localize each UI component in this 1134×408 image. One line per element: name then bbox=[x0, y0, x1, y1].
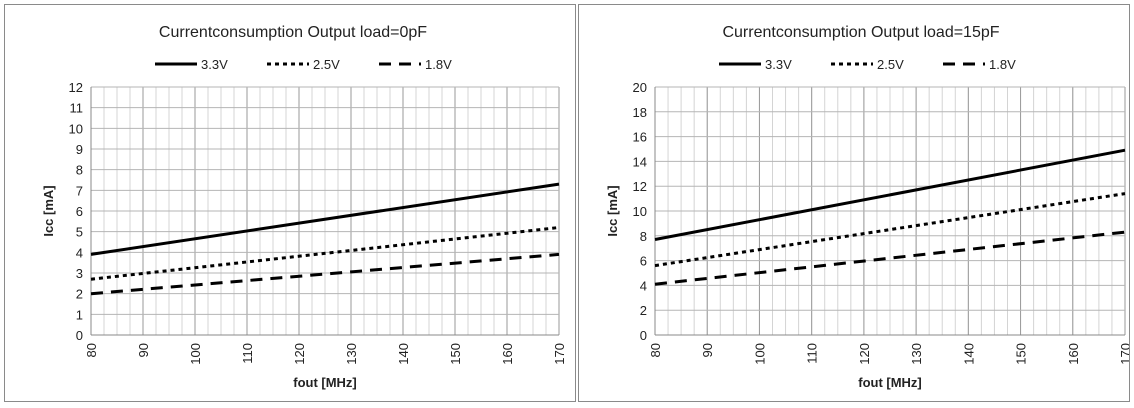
x-tick-label: 140 bbox=[396, 343, 411, 365]
y-tick-label: 12 bbox=[633, 179, 647, 194]
y-tick-label: 4 bbox=[76, 245, 83, 260]
x-tick-label: 80 bbox=[84, 343, 99, 357]
y-tick-label: 18 bbox=[633, 105, 647, 120]
x-tick-label: 100 bbox=[752, 343, 767, 365]
y-tick-label: 2 bbox=[76, 287, 83, 302]
y-tick-label: 5 bbox=[76, 225, 83, 240]
y-tick-label: 10 bbox=[69, 121, 83, 136]
series-line-3.3V bbox=[90, 182, 560, 256]
legend-label: 1.8V bbox=[425, 57, 452, 72]
chart-15pF: Currentconsumption Output load=15pF 3.3V 2… bbox=[605, 24, 1129, 390]
y-tick-label: 1 bbox=[76, 307, 83, 322]
y-tick-label: 20 bbox=[633, 80, 647, 95]
x-tick-label: 120 bbox=[857, 343, 872, 365]
chart-panel-0pF: Currentconsumption Output load=0pF 3.3V 2.… bbox=[4, 4, 576, 402]
x-tick-label: 130 bbox=[344, 343, 359, 365]
x-tick-label: 110 bbox=[805, 343, 820, 364]
y-tick-label: 11 bbox=[70, 101, 84, 116]
y-tick-label: 12 bbox=[69, 80, 83, 95]
x-axis-label: fout [MHz] bbox=[293, 375, 357, 390]
y-tick-label: 9 bbox=[76, 142, 83, 157]
legend-label: 3.3V bbox=[765, 57, 792, 72]
y-tick-label: 0 bbox=[76, 328, 83, 343]
x-tick-label: 130 bbox=[909, 343, 924, 365]
series-line-2.5V bbox=[90, 226, 560, 281]
x-tick-label: 80 bbox=[648, 343, 663, 357]
x-tick-label: 90 bbox=[136, 343, 151, 357]
legend-item: 1.8V bbox=[379, 57, 452, 72]
legend-item: 3.3V bbox=[155, 57, 228, 72]
y-tick-label: 10 bbox=[633, 204, 647, 219]
series-line-1.8V bbox=[90, 252, 560, 296]
legend-item: 3.3V bbox=[719, 57, 792, 72]
y-tick-label: 14 bbox=[633, 154, 647, 169]
legend-label: 2.5V bbox=[313, 57, 340, 72]
x-tick-label: 170 bbox=[552, 343, 567, 365]
x-tick-label: 160 bbox=[1066, 343, 1081, 365]
y-tick-label: 4 bbox=[640, 278, 647, 293]
x-axis-label: fout [MHz] bbox=[858, 375, 922, 390]
chart-0pF: Currentconsumption Output load=0pF 3.3V 2.… bbox=[41, 24, 567, 390]
series-line-3.3V bbox=[654, 148, 1126, 241]
y-tick-label: 6 bbox=[76, 204, 83, 219]
y-tick-label: 3 bbox=[76, 266, 83, 281]
chart-panel-15pF: Currentconsumption Output load=15pF 3.3V 2… bbox=[578, 4, 1130, 402]
x-tick-label: 170 bbox=[1118, 343, 1129, 365]
legend-item: 1.8V bbox=[943, 57, 1016, 72]
x-tick-label: 100 bbox=[188, 343, 203, 365]
x-tick-label: 150 bbox=[448, 343, 463, 365]
y-axis-label: Icc [mA] bbox=[41, 185, 56, 236]
legend-label: 2.5V bbox=[877, 57, 904, 72]
x-tick-label: 90 bbox=[700, 343, 715, 357]
y-tick-label: 2 bbox=[640, 303, 647, 318]
chart-title: Currentconsumption Output load=0pF bbox=[159, 24, 427, 41]
legend-label: 1.8V bbox=[989, 57, 1016, 72]
y-tick-label: 8 bbox=[76, 163, 83, 178]
legend-label: 3.3V bbox=[201, 57, 228, 72]
x-tick-label: 120 bbox=[292, 343, 307, 365]
y-tick-label: 7 bbox=[76, 183, 83, 198]
x-tick-label: 140 bbox=[961, 343, 976, 365]
x-tick-label: 150 bbox=[1014, 343, 1029, 365]
y-tick-label: 6 bbox=[640, 254, 647, 269]
x-tick-label: 110 bbox=[240, 343, 255, 364]
x-tick-label: 160 bbox=[500, 343, 515, 365]
y-axis-label: Icc [mA] bbox=[605, 185, 620, 236]
legend-item: 2.5V bbox=[267, 57, 340, 72]
chart-title: Currentconsumption Output load=15pF bbox=[722, 24, 999, 41]
legend-item: 2.5V bbox=[831, 57, 904, 72]
y-tick-label: 16 bbox=[633, 130, 647, 145]
y-tick-label: 8 bbox=[640, 229, 647, 244]
y-tick-label: 0 bbox=[640, 328, 647, 343]
